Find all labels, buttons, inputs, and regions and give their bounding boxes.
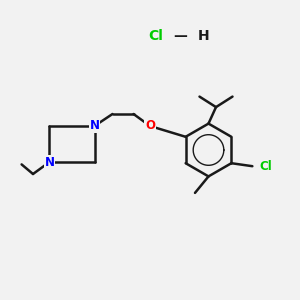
Text: —: — — [173, 29, 187, 43]
Text: Cl: Cl — [260, 160, 273, 173]
Text: Cl: Cl — [148, 29, 164, 43]
Text: N: N — [44, 155, 55, 169]
Text: N: N — [89, 119, 100, 133]
Text: H: H — [198, 29, 210, 43]
Text: O: O — [145, 119, 155, 133]
